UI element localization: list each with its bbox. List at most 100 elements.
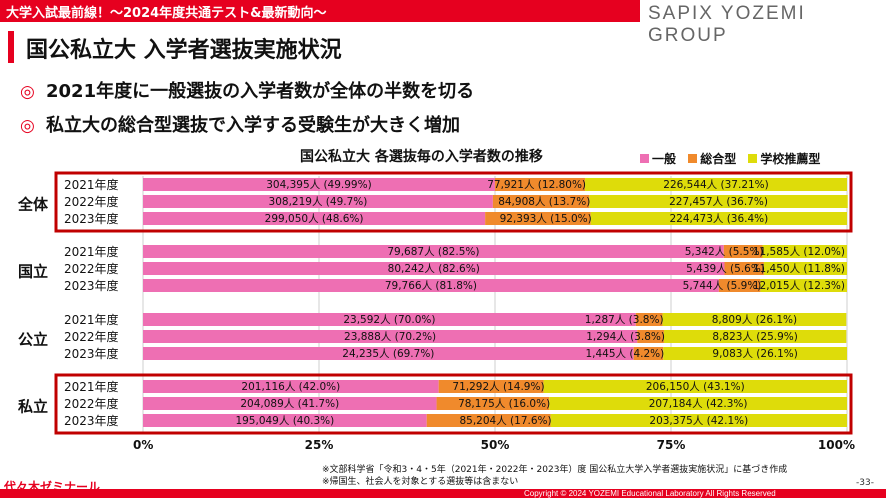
data-label: 5,439人 (5.6%) <box>686 263 765 275</box>
bar-segment <box>492 195 590 208</box>
legend-item: 一般 <box>640 150 676 167</box>
bottom-bar <box>0 489 886 498</box>
bar-segment <box>589 195 848 208</box>
bar-segment <box>723 245 763 258</box>
bar-segment <box>143 195 493 208</box>
copyright-text: Copyright © 2024 YOZEMI Educational Labo… <box>524 489 776 498</box>
data-label: 226,544人 (37.21%) <box>663 179 769 191</box>
bullet-text: 2021年度に一般選抜の入学者数が全体の半数を切る <box>46 81 475 102</box>
bar-segment <box>143 245 724 258</box>
bar-segment <box>426 414 551 427</box>
bar-segment <box>635 313 663 326</box>
data-label: 78,175人 (16.0%) <box>458 398 550 410</box>
bar-segment <box>662 313 847 326</box>
title-accent-bar <box>8 31 14 63</box>
data-label: 304,395人 (49.99%) <box>266 179 372 191</box>
highlight-frame <box>54 373 853 435</box>
bar-segment <box>549 397 847 410</box>
bar-segment <box>494 178 586 191</box>
data-label: 84,908人 (13.7%) <box>498 196 590 208</box>
data-label: 24,235人 (69.7%) <box>342 348 434 360</box>
year-label: 2021年度 <box>64 177 119 192</box>
bar-segment <box>485 212 591 225</box>
legend-swatch <box>748 154 758 163</box>
highlight-frame <box>54 171 853 233</box>
bar-segment <box>724 262 764 275</box>
data-label: 79,687人 (82.5%) <box>387 246 479 258</box>
bullet-mark-icon: ◎ <box>20 82 35 102</box>
group-label: 私立 <box>17 398 48 416</box>
page-number: -33- <box>856 478 874 488</box>
bar-segment <box>763 262 847 275</box>
data-label: 80,242人 (82.6%) <box>388 263 480 275</box>
data-label: 12,015人 (12.3%) <box>753 280 845 292</box>
chart-title: 国公私立大 各選抜毎の入学者数の推移 <box>300 149 543 165</box>
year-label: 2021年度 <box>64 312 119 327</box>
data-label: 71,292人 (14.9%) <box>452 381 544 393</box>
bar-segment <box>143 262 725 275</box>
bar-segment <box>438 380 544 393</box>
year-label: 2022年度 <box>64 261 119 276</box>
data-label: 206,150人 (43.1%) <box>646 381 745 393</box>
data-label: 8,809人 (26.1%) <box>712 314 797 326</box>
bar-segment <box>143 397 437 410</box>
bar-segment <box>143 347 634 360</box>
bar-segment <box>762 245 847 258</box>
year-label: 2023年度 <box>64 211 119 226</box>
data-label: 1,287人 (3.8%) <box>585 314 664 326</box>
x-tick-label: 0% <box>133 438 153 452</box>
bar-segment <box>143 330 638 343</box>
data-label: 204,089人 (41.7%) <box>240 398 339 410</box>
legend-item: 総合型 <box>688 150 736 167</box>
data-label: 5,342人 (5.5%) <box>685 246 764 258</box>
bar-segment <box>637 330 664 343</box>
year-label: 2022年度 <box>64 194 119 209</box>
data-label: 11,450人 (11.8%) <box>753 263 845 275</box>
footnote: ※帰国生、社会人を対象とする選抜等は含まない <box>322 477 519 487</box>
data-label: 9,083人 (26.1%) <box>712 348 797 360</box>
group-label: 全体 <box>17 196 49 214</box>
data-label: 207,184人 (42.3%) <box>649 398 748 410</box>
legend-item: 学校推薦型 <box>748 150 820 167</box>
bar-segment <box>590 212 847 225</box>
data-label: 77,921人 (12.80%) <box>487 179 586 191</box>
footnote: ※文部科学省「令和3・4・5年（2021年・2022年・2023年）度 国公私立… <box>322 465 788 475</box>
banner-text: 大学入試最前線！〜2024年度共通テスト&最新動向〜 <box>6 6 327 21</box>
bar-segment <box>143 414 427 427</box>
year-label: 2022年度 <box>64 396 119 411</box>
year-label: 2021年度 <box>64 244 119 259</box>
bar-segment <box>550 414 847 427</box>
chart-legend: 一般 総合型 学校推薦型 <box>640 150 828 167</box>
data-label: 5,744人 (5.9%) <box>683 280 762 292</box>
x-tick-label: 75% <box>657 438 686 452</box>
year-label: 2023年度 <box>64 413 119 428</box>
data-label: 92,393人 (15.0%) <box>500 213 592 225</box>
bar-segment <box>143 178 495 191</box>
data-label: 23,592人 (70.0%) <box>343 314 435 326</box>
page-title: 国公私立大 入学者選抜実施状況 <box>26 38 342 63</box>
legend-label: 一般 <box>652 152 677 166</box>
bar-segment <box>143 279 719 292</box>
bar-segment <box>760 279 847 292</box>
x-tick-label: 25% <box>305 438 334 452</box>
bar-segment <box>585 178 847 191</box>
bar-segment <box>633 347 664 360</box>
data-label: 299,050人 (48.6%) <box>265 213 364 225</box>
bar-segment <box>718 279 761 292</box>
data-label: 203,375人 (42.1%) <box>649 415 748 427</box>
legend-swatch <box>640 154 649 163</box>
data-label: 1,294人 (3.8%) <box>586 331 665 343</box>
data-label: 23,888人 (70.2%) <box>344 331 436 343</box>
data-label: 195,049人 (40.3%) <box>235 415 334 427</box>
legend-swatch <box>688 154 698 163</box>
year-label: 2021年度 <box>64 379 119 394</box>
legend-label: 総合型 <box>700 152 737 166</box>
data-label: 224,473人 (36.4%) <box>669 213 768 225</box>
brand-logo: SAPIX YOZEMI GROUP <box>648 3 806 46</box>
top-banner: 大学入試最前線！〜2024年度共通テスト&最新動向〜 <box>0 0 640 22</box>
data-label: 227,457人 (36.7%) <box>669 196 768 208</box>
legend-label: 学校推薦型 <box>760 152 821 166</box>
data-label: 8,823人 (25.9%) <box>712 331 797 343</box>
bullet-item: ◎ 私立大の総合型選抜で入学する受験生が大きく増加 <box>20 111 460 137</box>
